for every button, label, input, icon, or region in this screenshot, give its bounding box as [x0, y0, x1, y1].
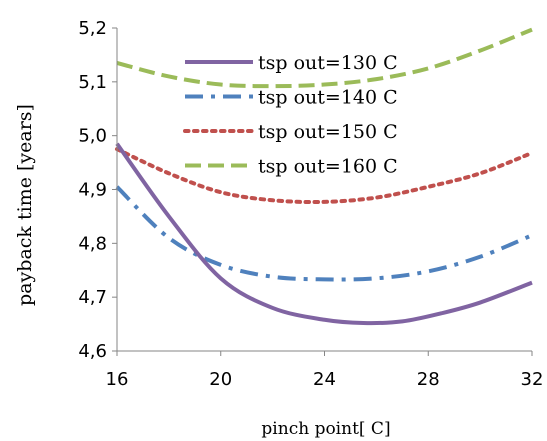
legend: tsp out=130 C tsp out=140 C tsp out=150 C t… — [183, 52, 398, 178]
series-line — [115, 185, 533, 282]
x-tick-label: 28 — [417, 369, 440, 390]
series-layer — [115, 27, 534, 326]
y-tick-label: 5,1 — [78, 72, 107, 93]
y-tick-label: 4,7 — [78, 287, 107, 308]
axes: 4,6 4,7 4,8 4,9 5,0 5,1 5,2 16 20 24 28 32 — [78, 18, 543, 390]
x-tick-label: 24 — [313, 369, 336, 390]
y-tick-label: 5,0 — [78, 126, 107, 147]
y-tick-label: 5,2 — [78, 18, 107, 39]
y-tick-label: 4,9 — [78, 180, 107, 201]
y-tick-label: 4,6 — [78, 341, 107, 362]
legend-label: tsp out=160 C — [258, 156, 398, 178]
legend-label: tsp out=130 C — [258, 52, 398, 74]
x-tick-label: 16 — [106, 369, 129, 390]
x-tick-label: 32 — [521, 369, 544, 390]
legend-label: tsp out=140 C — [258, 87, 398, 109]
series-line — [115, 142, 533, 326]
y-axis-title: payback time [years] — [14, 104, 36, 306]
y-tick-label: 4,8 — [78, 233, 107, 254]
series-line — [116, 27, 533, 89]
series-line — [115, 147, 534, 205]
x-axis-title: pinch point[ C] — [261, 419, 390, 439]
x-tick-label: 20 — [209, 369, 232, 390]
legend-label: tsp out=150 C — [258, 121, 398, 143]
